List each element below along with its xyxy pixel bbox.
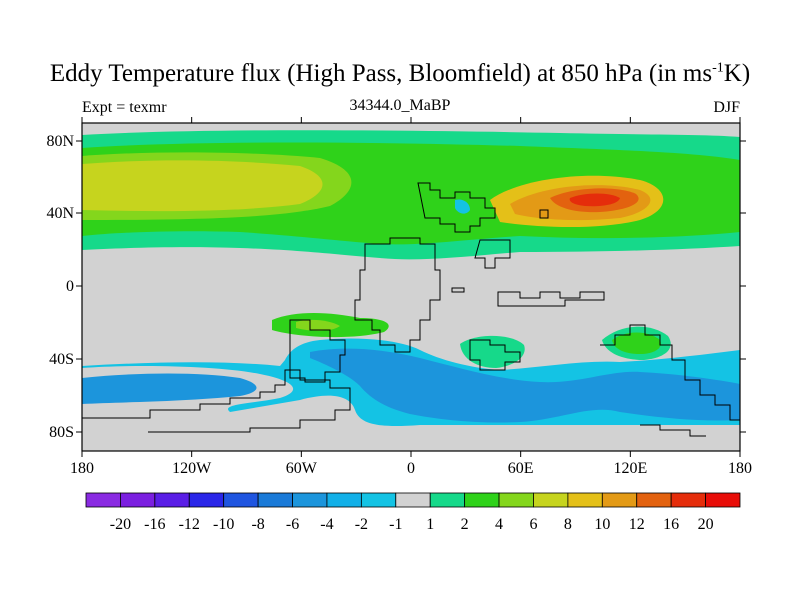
- colorbar: -20 -16 -12 -10 -8 -6 -4 -2 -1 1 2 4 6 8 10 12 16 20: [85, 492, 741, 533]
- coast-australia: [600, 324, 740, 421]
- colorbar-label: -6: [286, 516, 299, 533]
- coast-africa: [469, 339, 521, 371]
- y-tick-label: 80S: [49, 424, 74, 441]
- colorbar-swatch: [223, 492, 259, 508]
- x-tick-label: 60E: [508, 460, 534, 477]
- colorbar-label: 4: [495, 516, 503, 533]
- coast-island-japan: [539, 209, 549, 219]
- colorbar-swatch: [567, 492, 603, 508]
- colorbar-label: 6: [529, 516, 537, 533]
- sh-samerica-lime: [296, 319, 340, 331]
- coast-antarctica-east: [640, 424, 706, 437]
- colorbar-label: 16: [663, 516, 679, 533]
- colorbar-swatch: [395, 492, 431, 508]
- colorbar-label: -2: [355, 516, 368, 533]
- colorbar-swatch: [120, 492, 156, 508]
- axis-ticks: 180 120W 60W 0 60E 120E 180 80N 40N 0 40S 80S: [46, 117, 752, 477]
- colorbar-swatch: [154, 492, 190, 508]
- colorbar-swatch: [429, 492, 466, 508]
- colorbar-label: -8: [251, 516, 264, 533]
- colorbar-swatch: [85, 492, 121, 508]
- map-field: [82, 123, 740, 451]
- coast-island-small: [451, 287, 465, 293]
- colorbar-swatch: [533, 492, 569, 508]
- y-tick-label: 80N: [46, 133, 74, 150]
- season-label: DJF: [713, 99, 740, 116]
- colorbar-swatch: [636, 492, 672, 508]
- colorbar-label: 2: [461, 516, 469, 533]
- coast-asia-east: [474, 239, 511, 269]
- coast-americas: [417, 182, 496, 233]
- colorbar-label: -16: [144, 516, 165, 533]
- period-label: 34344.0_MaBP: [349, 97, 451, 114]
- colorbar-label: 1: [426, 516, 434, 533]
- plot-title-sup: -1: [712, 60, 724, 76]
- sh-band-blue: [82, 348, 740, 423]
- colorbar-label: -4: [320, 516, 333, 533]
- plot-title-tail: K): [723, 60, 751, 87]
- coast-samerica: [289, 319, 346, 383]
- colorbar-label: 20: [698, 516, 714, 533]
- colorbar-swatch: [326, 492, 362, 508]
- colorbar-label: 8: [564, 516, 572, 533]
- x-tick-label: 120W: [172, 460, 212, 477]
- colorbar-label: -1: [389, 516, 402, 533]
- colorbar-swatch: [498, 492, 534, 508]
- colorbar-swatch: [601, 492, 638, 508]
- coast-antarctica: [82, 369, 351, 433]
- x-tick-label: 120E: [613, 460, 647, 477]
- colorbar-swatch: [670, 492, 706, 508]
- y-tick-label: 0: [66, 278, 74, 295]
- colorbar-swatch: [292, 492, 328, 508]
- coastlines: [82, 182, 740, 437]
- colorbar-swatch: [705, 492, 741, 508]
- colorbar-swatch: [188, 492, 225, 508]
- colorbar-swatch: [360, 492, 397, 508]
- colorbar-label: 12: [629, 516, 645, 533]
- nh-central-blue-streak: [455, 199, 470, 214]
- x-tick-label: 180: [70, 460, 94, 477]
- colorbar-label: -20: [110, 516, 131, 533]
- y-tick-label: 40S: [49, 351, 74, 368]
- sh-australia-green: [612, 332, 661, 354]
- plot-title-main: Eddy Temperature flux (High Pass, Bloomf…: [49, 60, 713, 87]
- colorbar-label: -10: [213, 516, 234, 533]
- colorbar-label: 10: [594, 516, 610, 533]
- y-tick-label: 40N: [46, 205, 74, 222]
- nh-band-yellow: [82, 160, 323, 212]
- x-tick-label: 0: [407, 460, 415, 477]
- nh-east-core: [569, 193, 620, 207]
- colorbar-swatch: [464, 492, 500, 508]
- coast-namerica-west: [354, 237, 441, 353]
- plot-title: Eddy Temperature flux (High Pass, Bloomf…: [0, 60, 800, 88]
- colorbar-label: -12: [179, 516, 200, 533]
- x-tick-label: 180: [728, 460, 752, 477]
- x-tick-label: 60W: [286, 460, 318, 477]
- coast-eq-land: [497, 291, 605, 307]
- colorbar-swatch: [257, 492, 293, 508]
- experiment-label: Expt = texmr: [82, 99, 167, 116]
